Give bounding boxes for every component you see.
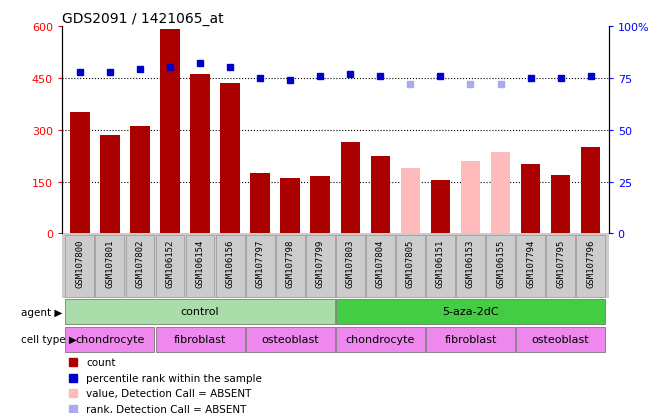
Text: cell type ▶: cell type ▶ <box>21 335 77 344</box>
Bar <box>491 153 510 234</box>
FancyBboxPatch shape <box>456 235 485 297</box>
FancyBboxPatch shape <box>215 235 245 297</box>
Bar <box>581 147 600 234</box>
Text: GSM106154: GSM106154 <box>195 239 204 287</box>
Text: 5-aza-2dC: 5-aza-2dC <box>442 307 499 317</box>
FancyBboxPatch shape <box>156 327 245 352</box>
FancyBboxPatch shape <box>336 235 365 297</box>
Text: count: count <box>87 357 116 367</box>
Text: GSM107805: GSM107805 <box>406 239 415 287</box>
Text: GSM106153: GSM106153 <box>466 239 475 287</box>
Text: GSM107804: GSM107804 <box>376 239 385 287</box>
Text: GSM106151: GSM106151 <box>436 239 445 287</box>
FancyBboxPatch shape <box>336 300 605 325</box>
Bar <box>311 177 330 234</box>
FancyBboxPatch shape <box>516 235 545 297</box>
Text: chondrocyte: chondrocyte <box>76 334 145 344</box>
Bar <box>251 173 270 234</box>
FancyBboxPatch shape <box>66 300 335 325</box>
Text: GSM107796: GSM107796 <box>586 239 595 287</box>
Text: GSM107794: GSM107794 <box>526 239 535 287</box>
FancyBboxPatch shape <box>366 235 395 297</box>
Text: GSM107801: GSM107801 <box>105 239 115 287</box>
FancyBboxPatch shape <box>486 235 515 297</box>
Bar <box>521 165 540 234</box>
Text: rank, Detection Call = ABSENT: rank, Detection Call = ABSENT <box>87 404 247 413</box>
Bar <box>431 180 450 234</box>
Bar <box>281 179 300 234</box>
FancyBboxPatch shape <box>245 327 335 352</box>
Text: GSM106156: GSM106156 <box>226 239 234 287</box>
Bar <box>100 135 120 234</box>
FancyBboxPatch shape <box>576 235 605 297</box>
Bar <box>130 127 150 234</box>
FancyBboxPatch shape <box>66 327 154 352</box>
FancyBboxPatch shape <box>516 327 605 352</box>
Text: percentile rank within the sample: percentile rank within the sample <box>87 373 262 383</box>
Text: GSM107795: GSM107795 <box>556 239 565 287</box>
Text: osteoblast: osteoblast <box>262 334 319 344</box>
Bar <box>160 30 180 234</box>
Text: GSM107798: GSM107798 <box>286 239 295 287</box>
Bar <box>370 156 390 234</box>
Text: control: control <box>181 307 219 317</box>
Text: GDS2091 / 1421065_at: GDS2091 / 1421065_at <box>62 12 223 26</box>
Text: fibroblast: fibroblast <box>444 334 497 344</box>
Bar <box>220 84 240 234</box>
FancyBboxPatch shape <box>156 235 184 297</box>
Text: GSM107797: GSM107797 <box>256 239 265 287</box>
Bar <box>340 142 360 234</box>
Text: GSM107802: GSM107802 <box>135 239 145 287</box>
Text: GSM106155: GSM106155 <box>496 239 505 287</box>
Bar <box>551 175 570 234</box>
FancyBboxPatch shape <box>245 235 275 297</box>
Bar <box>70 113 90 234</box>
Text: osteoblast: osteoblast <box>532 334 589 344</box>
FancyBboxPatch shape <box>66 235 94 297</box>
Text: GSM106152: GSM106152 <box>165 239 174 287</box>
FancyBboxPatch shape <box>186 235 214 297</box>
Text: value, Detection Call = ABSENT: value, Detection Call = ABSENT <box>87 388 252 399</box>
Text: chondrocyte: chondrocyte <box>346 334 415 344</box>
FancyBboxPatch shape <box>306 235 335 297</box>
Bar <box>400 169 420 234</box>
FancyBboxPatch shape <box>336 327 425 352</box>
FancyBboxPatch shape <box>426 327 515 352</box>
Text: GSM107799: GSM107799 <box>316 239 325 287</box>
FancyBboxPatch shape <box>396 235 425 297</box>
FancyBboxPatch shape <box>426 235 455 297</box>
FancyBboxPatch shape <box>96 235 124 297</box>
Text: agent ▶: agent ▶ <box>21 307 62 317</box>
Text: GSM107800: GSM107800 <box>76 239 85 287</box>
Text: fibroblast: fibroblast <box>174 334 227 344</box>
FancyBboxPatch shape <box>126 235 154 297</box>
Bar <box>461 161 480 234</box>
FancyBboxPatch shape <box>276 235 305 297</box>
Bar <box>190 75 210 234</box>
FancyBboxPatch shape <box>546 235 575 297</box>
Text: GSM107803: GSM107803 <box>346 239 355 287</box>
